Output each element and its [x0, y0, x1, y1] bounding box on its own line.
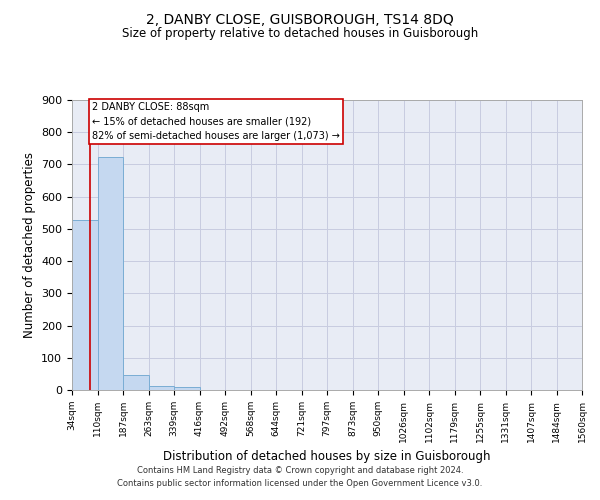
- Bar: [72, 220, 97, 390]
- X-axis label: Distribution of detached houses by size in Guisborough: Distribution of detached houses by size …: [163, 450, 491, 463]
- Bar: [123, 374, 149, 390]
- Text: Size of property relative to detached houses in Guisborough: Size of property relative to detached ho…: [122, 28, 478, 40]
- Text: Contains HM Land Registry data © Crown copyright and database right 2024.
Contai: Contains HM Land Registry data © Crown c…: [118, 466, 482, 487]
- Y-axis label: Number of detached properties: Number of detached properties: [23, 152, 35, 338]
- Bar: [149, 386, 174, 390]
- Bar: [174, 387, 199, 390]
- Bar: [97, 157, 123, 390]
- Text: 2 DANBY CLOSE: 88sqm
← 15% of detached houses are smaller (192)
82% of semi-deta: 2 DANBY CLOSE: 88sqm ← 15% of detached h…: [92, 102, 340, 141]
- Text: 2, DANBY CLOSE, GUISBOROUGH, TS14 8DQ: 2, DANBY CLOSE, GUISBOROUGH, TS14 8DQ: [146, 12, 454, 26]
